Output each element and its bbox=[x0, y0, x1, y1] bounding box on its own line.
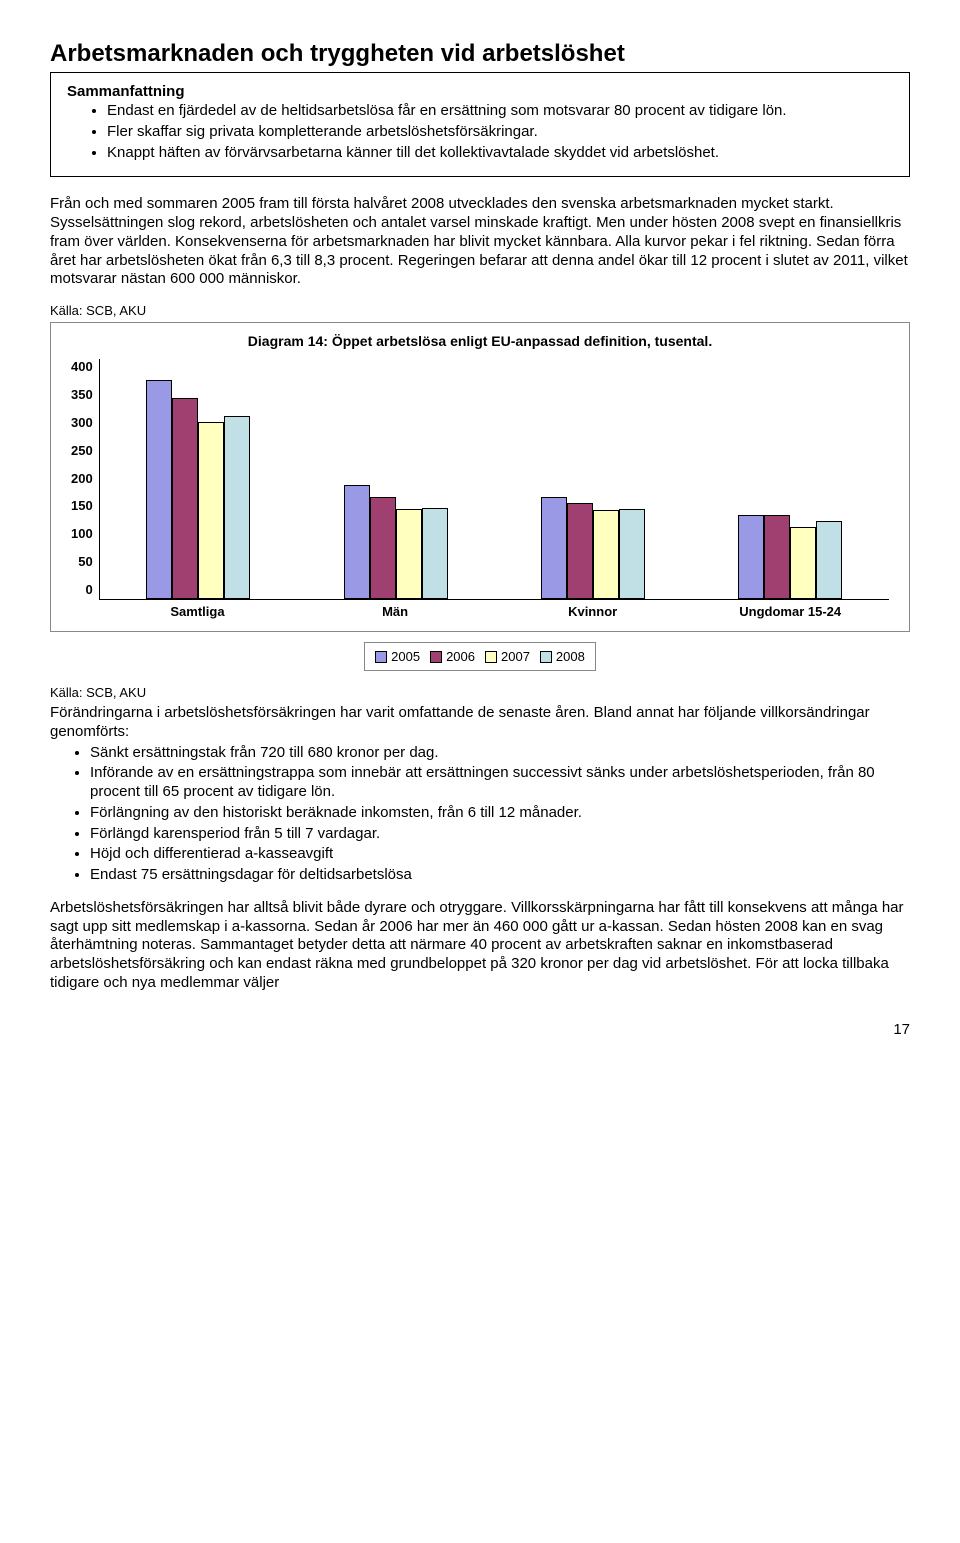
legend-label: 2005 bbox=[391, 649, 420, 664]
legend-row: 2005 2006 2007 2008 bbox=[375, 649, 585, 664]
y-tick: 250 bbox=[71, 443, 93, 458]
page-number: 17 bbox=[50, 1021, 910, 1038]
bar bbox=[816, 521, 842, 599]
legend-swatch bbox=[375, 651, 387, 663]
summary-bullet-item: Endast en fjärdedel av de heltidsarbetsl… bbox=[107, 102, 893, 121]
paragraph-2-intro: Förändringarna i arbetslöshetsförsäkring… bbox=[50, 704, 910, 742]
y-tick: 50 bbox=[78, 554, 92, 569]
changes-bullets: Sänkt ersättningstak från 720 till 680 k… bbox=[50, 744, 910, 885]
bar bbox=[567, 503, 593, 599]
legend-label: 2008 bbox=[556, 649, 585, 664]
y-tick: 0 bbox=[85, 582, 92, 597]
x-labels: SamtligaMänKvinnorUngdomar 15-24 bbox=[99, 604, 889, 619]
y-tick: 200 bbox=[71, 471, 93, 486]
bar-group bbox=[297, 359, 494, 599]
bar bbox=[738, 515, 764, 599]
bar bbox=[396, 509, 422, 599]
y-tick: 350 bbox=[71, 387, 93, 402]
chart-box: Diagram 14: Öppet arbetslösa enligt EU-a… bbox=[50, 322, 910, 632]
bar bbox=[422, 508, 448, 599]
bars-row bbox=[99, 359, 889, 600]
change-bullet-item: Förlängd karensperiod från 5 till 7 vard… bbox=[90, 825, 910, 844]
y-tick: 150 bbox=[71, 498, 93, 513]
bar bbox=[172, 398, 198, 599]
y-tick: 400 bbox=[71, 359, 93, 374]
summary-bullets: Endast en fjärdedel av de heltidsarbetsl… bbox=[67, 102, 893, 162]
change-bullet-item: Höjd och differentierad a-kasseavgift bbox=[90, 845, 910, 864]
x-label: Män bbox=[296, 604, 494, 619]
bar-group bbox=[692, 359, 889, 599]
legend-swatch bbox=[540, 651, 552, 663]
chart-area: 400 350 300 250 200 150 100 50 0 SamtligaMänKvin… bbox=[61, 359, 899, 619]
legend-item: 2006 bbox=[430, 649, 475, 664]
y-tick: 100 bbox=[71, 526, 93, 541]
legend-item: 2007 bbox=[485, 649, 530, 664]
x-label: Samtliga bbox=[99, 604, 297, 619]
source-1: Källa: SCB, AKU bbox=[50, 303, 910, 318]
plot: SamtligaMänKvinnorUngdomar 15-24 bbox=[99, 359, 889, 619]
summary-box: Sammanfattning Endast en fjärdedel av de… bbox=[50, 72, 910, 177]
legend-item: 2005 bbox=[375, 649, 420, 664]
chart-title: Diagram 14: Öppet arbetslösa enligt EU-a… bbox=[61, 333, 899, 349]
summary-bullet-item: Fler skaffar sig privata kompletterande … bbox=[107, 123, 893, 142]
y-tick: 300 bbox=[71, 415, 93, 430]
bar bbox=[224, 416, 250, 599]
summary-heading: Sammanfattning bbox=[67, 83, 893, 100]
change-bullet-item: Förlängning av den historiskt beräknade … bbox=[90, 804, 910, 823]
bar bbox=[764, 515, 790, 599]
bar-group bbox=[494, 359, 691, 599]
change-bullet-item: Införande av en ersättningstrappa som in… bbox=[90, 764, 910, 802]
source-2: Källa: SCB, AKU bbox=[50, 685, 910, 700]
bar bbox=[146, 380, 172, 599]
paragraph-3: Arbetslöshetsförsäkringen har alltså bli… bbox=[50, 899, 910, 993]
bar bbox=[198, 422, 224, 599]
x-label: Kvinnor bbox=[494, 604, 692, 619]
legend-swatch bbox=[485, 651, 497, 663]
paragraph-1: Från och med sommaren 2005 fram till för… bbox=[50, 195, 910, 289]
bar-group bbox=[100, 359, 297, 599]
legend-swatch bbox=[430, 651, 442, 663]
x-label: Ungdomar 15-24 bbox=[691, 604, 889, 619]
legend-box: 2005 2006 2007 2008 bbox=[364, 642, 596, 671]
bar bbox=[541, 497, 567, 599]
legend-label: 2006 bbox=[446, 649, 475, 664]
page-title: Arbetsmarknaden och tryggheten vid arbet… bbox=[50, 40, 910, 68]
bar bbox=[370, 497, 396, 599]
legend-label: 2007 bbox=[501, 649, 530, 664]
bar bbox=[619, 509, 645, 599]
change-bullet-item: Endast 75 ersättningsdagar för deltidsar… bbox=[90, 866, 910, 885]
bar bbox=[344, 485, 370, 599]
bar bbox=[790, 527, 816, 599]
summary-bullet-item: Knappt häften av förvärvsarbetarna känne… bbox=[107, 144, 893, 163]
bar bbox=[593, 510, 619, 599]
legend-item: 2008 bbox=[540, 649, 585, 664]
change-bullet-item: Sänkt ersättningstak från 720 till 680 k… bbox=[90, 744, 910, 763]
y-axis: 400 350 300 250 200 150 100 50 0 bbox=[71, 359, 99, 619]
